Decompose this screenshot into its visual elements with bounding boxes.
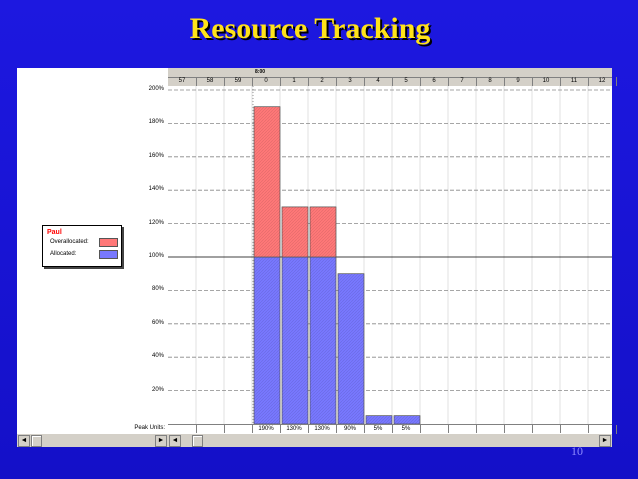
scroll-right-arrow-icon[interactable]: ► [155, 435, 167, 447]
timescale-cell: 2 [308, 77, 337, 86]
y-tick-label: 20% [151, 386, 164, 393]
y-tick-label: 120% [148, 219, 164, 226]
chart-scroll-right-arrow-icon[interactable]: ► [599, 435, 611, 447]
timescale-cell: 59 [224, 77, 253, 86]
timescale-header: 8:00 57 58 59 0 1 2 3 4 5 6 7 8 9 10 11 12 [168, 68, 617, 87]
legend-swatch-overallocated [99, 238, 118, 247]
timescale-cell: 4 [364, 77, 393, 86]
resource-graph-window: 20% 40% 60% 80% 100% 120% 140% 160% 180% 200% Pau… [17, 68, 617, 447]
legend-swatch-allocated [99, 250, 118, 259]
timescale-cell: 1 [280, 77, 309, 86]
timescale-cell: 7 [448, 77, 477, 86]
scroll-left-arrow-icon[interactable]: ◄ [18, 435, 30, 447]
bar-hatch [254, 257, 280, 424]
peak-units-cell [504, 425, 533, 434]
peak-units-cell: 5% [392, 425, 421, 434]
timescale-cell: 5 [392, 77, 421, 86]
bar-hatch [254, 106, 280, 257]
legend-label-overallocated: Overallocated: [50, 239, 89, 245]
bar-hatch [310, 257, 336, 424]
bar-hatch [394, 415, 420, 424]
y-tick-label: 140% [148, 186, 164, 193]
timescale-cell: 0 [252, 77, 281, 86]
y-tick-label: 80% [151, 286, 164, 293]
peak-units-cell: 5% [364, 425, 393, 434]
timescale-cell: 57 [168, 77, 197, 86]
chart-scroll-left-arrow-icon[interactable]: ◄ [169, 435, 181, 447]
peak-units-cell [476, 425, 505, 434]
bar-hatch [310, 206, 336, 257]
peak-units-cell [448, 425, 477, 434]
peak-units-cell [224, 425, 253, 434]
peak-units-cell [532, 425, 561, 434]
bar-hatch [366, 415, 392, 424]
y-tick-label: 160% [148, 152, 164, 159]
y-tick-label: 180% [148, 119, 164, 126]
slide-number: 10 [571, 444, 583, 458]
peak-units-row: 190% 130% 130% 90% 5% 5% [168, 424, 617, 434]
bar-hatch [282, 206, 308, 257]
timescale-date-label: 8:00 [255, 69, 266, 75]
timescale-cell: 11 [560, 77, 589, 86]
legend-box: Paul Overallocated: Allocated: [42, 225, 122, 267]
y-tick-label: 200% [148, 86, 164, 92]
left-pane-hscrollbar[interactable]: ◄ ► [17, 433, 168, 447]
timescale-cell: 9 [504, 77, 533, 86]
y-tick-label: 60% [151, 319, 164, 326]
peak-units-cell: 130% [280, 425, 309, 434]
peak-units-cell [168, 425, 197, 434]
peak-units-label: Peak Units: [134, 425, 165, 431]
timescale-cell: 12 [588, 77, 617, 86]
timescale-cell: 10 [532, 77, 561, 86]
timescale-cell: 58 [196, 77, 225, 86]
y-tick-label: 40% [151, 353, 164, 360]
timescale-cell: 3 [336, 77, 365, 86]
bar-hatch [338, 273, 364, 424]
timescale-cell: 6 [420, 77, 449, 86]
peak-units-cell [196, 425, 225, 434]
timescale-cell: 8 [476, 77, 505, 86]
timescale-major-row: 8:00 [168, 68, 612, 78]
slide-title: Resource Tracking [189, 12, 431, 45]
peak-units-cell: 190% [252, 425, 281, 434]
legend-pane: 20% 40% 60% 80% 100% 120% 140% 160% 180% 200% Pau… [17, 68, 169, 433]
resource-graph-chart[interactable] [168, 86, 612, 424]
legend-label-allocated: Allocated: [50, 251, 77, 257]
peak-units-cell: 130% [308, 425, 337, 434]
chart-hscrollbar[interactable]: ◄ ► [168, 433, 612, 447]
peak-units-cell [560, 425, 589, 434]
peak-units-cell [588, 425, 617, 434]
legend-resource-name: Paul [47, 229, 62, 236]
chart-scroll-thumb[interactable] [192, 435, 203, 447]
chart-svg [168, 86, 612, 424]
peak-units-cell: 90% [336, 425, 365, 434]
bar-hatch [282, 257, 308, 424]
peak-units-cell [420, 425, 449, 434]
y-tick-label: 100% [148, 253, 164, 259]
left-scroll-thumb[interactable] [31, 435, 42, 447]
